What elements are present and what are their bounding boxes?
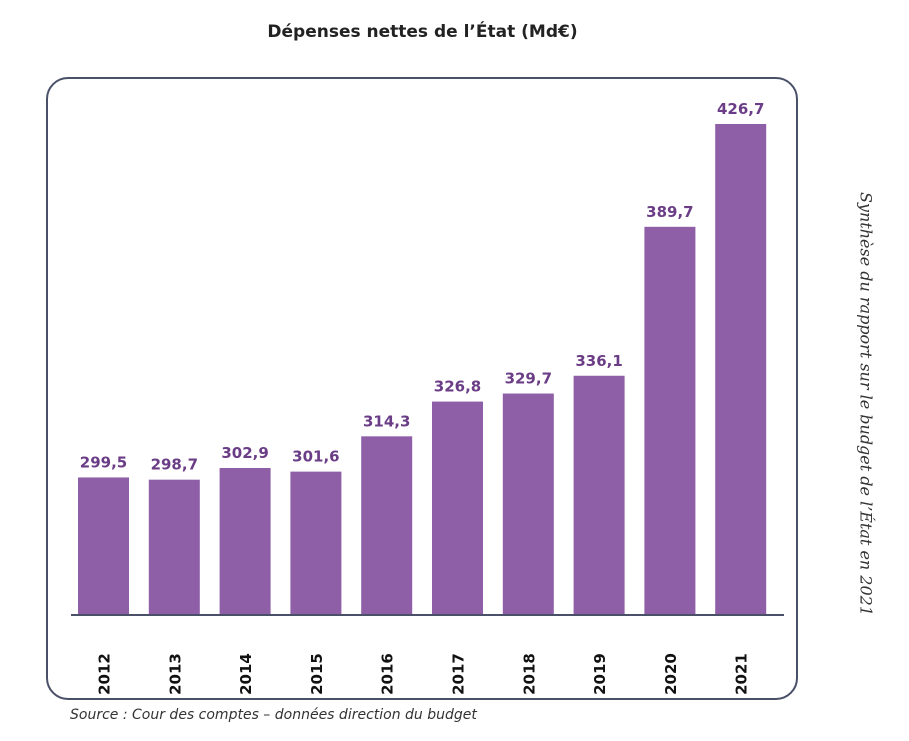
x-tick-label: 2019 (591, 653, 609, 695)
bar-2013 (148, 479, 200, 615)
value-label: 299,5 (80, 453, 127, 471)
x-tick-label: 2014 (237, 653, 255, 695)
value-label: 426,7 (717, 100, 764, 118)
x-tick-label: 2013 (166, 653, 184, 695)
bar-2017 (432, 401, 483, 615)
x-tick-label: 2021 (733, 653, 751, 695)
value-label: 298,7 (151, 456, 198, 474)
chart-title: Dépenses nettes de l’État (Md€) (267, 22, 578, 42)
bar-2015 (290, 471, 342, 615)
value-label: 329,7 (505, 370, 552, 388)
x-tick-label: 2018 (520, 653, 538, 695)
value-label: 326,8 (434, 378, 481, 396)
chart-frame (46, 77, 798, 700)
value-label: 301,6 (292, 448, 339, 466)
x-tick-label: 2020 (662, 653, 680, 695)
x-tick-label: 2017 (450, 653, 468, 695)
value-label: 302,9 (221, 444, 268, 462)
side-caption: Synthèse du rapport sur le budget de l’É… (856, 191, 876, 617)
bar-2020 (644, 226, 696, 615)
x-tick-label: 2012 (96, 653, 114, 695)
bar-2018 (502, 393, 554, 615)
bar-2019 (573, 375, 625, 615)
source-note: Source : Cour des comptes – données dire… (70, 707, 477, 723)
bar-2016 (361, 436, 413, 615)
value-label: 336,1 (575, 352, 622, 370)
value-label: 389,7 (646, 203, 693, 221)
x-tick-label: 2016 (379, 653, 397, 695)
bar-2021 (715, 124, 767, 615)
x-tick-label: 2015 (308, 653, 326, 695)
value-label: 314,3 (363, 412, 410, 430)
bar-2014 (219, 468, 271, 615)
bar-2012 (78, 477, 129, 615)
